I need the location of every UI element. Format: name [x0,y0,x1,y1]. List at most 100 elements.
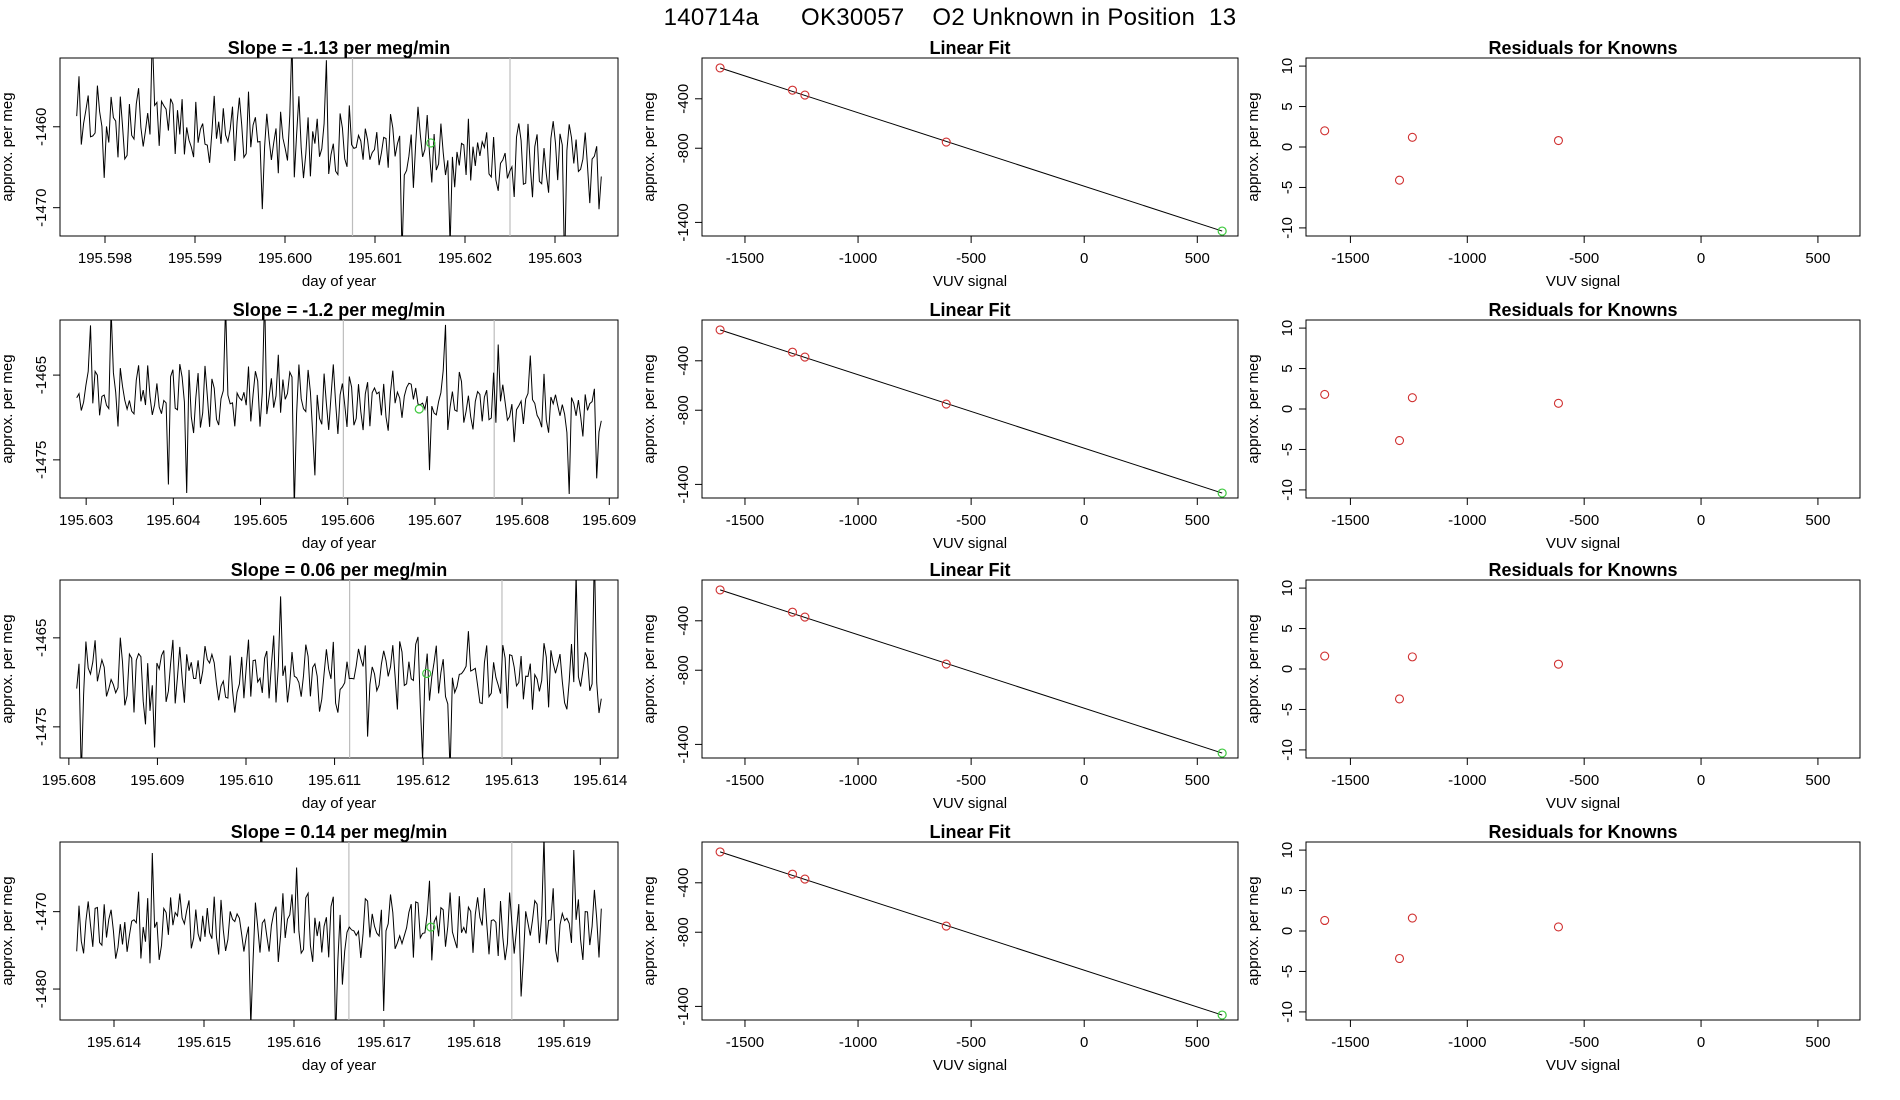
chart-panel-7: Linear Fit VUV signal approx. per meg -1500… [641,560,1239,812]
chart-panel-3: Slope = 0.06 per meg/min day of year appro… [0,560,627,812]
x-axis-label: day of year [302,535,376,552]
x-tick-label: 0 [1697,250,1705,267]
chart-panel-9: Residuals for Knowns VUV signal approx. pe… [1245,38,1861,290]
known-point [715,325,725,335]
x-tick-label: -1000 [839,250,877,267]
data-series-line [76,580,602,758]
plot-frame [701,319,1239,499]
y-tick-label: -800 [675,917,692,947]
x-axis-label: VUV signal [933,273,1007,290]
chart-title: Slope = -1.13 per meg/min [228,38,451,58]
plot-content [715,325,1227,498]
y-tick-label: -800 [675,395,692,425]
known-point [715,585,725,595]
known-point [941,921,951,931]
data-series-line [76,842,602,1020]
x-tick-label: 195.612 [396,772,450,789]
x-tick-label: 195.614 [87,1034,141,1051]
known-point [1320,126,1330,136]
y-axis-label: approx. per meg [641,354,658,463]
data-series-line [76,58,602,236]
known-point [1320,651,1330,661]
x-tick-label: -1000 [1448,772,1486,789]
y-tick-label: -1465 [33,356,50,394]
x-tick-label: -1500 [1331,250,1369,267]
chart-panel-12: Residuals for Knowns VUV signal approx. pe… [1245,822,1861,1074]
known-point [1407,393,1417,403]
x-tick-label: 500 [1185,772,1210,789]
known-point [941,659,951,669]
plot-frame [701,579,1239,759]
known-point [787,869,798,879]
x-tick-label: 195.614 [573,772,627,789]
data-series-line [76,320,602,498]
known-point [1320,915,1330,926]
x-axis-label: VUV signal [933,1057,1007,1074]
y-axis-label: approx. per meg [641,92,658,201]
y-tick-label: 10 [1279,842,1296,859]
x-tick-label: 500 [1185,1034,1210,1051]
x-tick-label: -1500 [1331,1034,1369,1051]
x-tick-label: -1500 [726,1034,764,1051]
y-tick-label: -1470 [33,892,50,930]
x-tick-label: 195.607 [408,512,462,529]
plot-content [1320,651,1564,704]
y-tick-label: -400 [675,346,692,376]
x-tick-label: 500 [1805,772,1830,789]
x-tick-label: 195.603 [59,512,113,529]
y-tick-label: -1400 [675,725,692,763]
x-tick-label: 195.615 [177,1034,231,1051]
x-axis-label: day of year [302,795,376,812]
x-tick-label: 0 [1080,772,1088,789]
y-tick-label: -800 [675,655,692,685]
y-axis-label: approx. per meg [0,876,16,985]
x-tick-label: 195.599 [168,250,222,267]
y-tick-label: -10 [1279,479,1296,501]
x-tick-label: -1000 [1448,250,1486,267]
x-tick-label: 195.617 [357,1034,411,1051]
y-tick-label: -1475 [33,441,50,479]
y-tick-label: 10 [1279,58,1296,75]
y-tick-label: -800 [675,133,692,163]
y-tick-label: -5 [1279,965,1296,978]
plot-content [1320,913,1564,964]
plot-frame [59,57,619,237]
x-tick-label: -500 [956,1034,986,1051]
x-tick-label: 195.611 [308,772,361,789]
known-point [1407,652,1417,662]
y-tick-label: -5 [1279,703,1296,716]
chart-panel-4: Slope = 0.14 per meg/min day of year appro… [0,822,619,1074]
known-point [1394,694,1405,704]
x-tick-label: 195.609 [130,772,184,789]
known-point [1320,389,1330,399]
chart-panel-10: Residuals for Knowns VUV signal approx. pe… [1245,300,1861,552]
chart-panel-8: Linear Fit VUV signal approx. per meg -1500… [641,822,1239,1074]
x-tick-label: 500 [1185,512,1210,529]
x-tick-label: 195.616 [267,1034,321,1051]
y-tick-label: -1480 [33,970,50,1008]
x-tick-label: -500 [1569,1034,1599,1051]
x-tick-label: 500 [1805,250,1830,267]
x-axis-label: day of year [302,1057,376,1074]
plot-frame [1305,841,1861,1021]
x-tick-label: -500 [956,512,986,529]
y-axis-label: approx. per meg [641,614,658,723]
plot-frame [1305,579,1861,759]
plot-content [715,585,1227,758]
x-tick-label: -1000 [839,1034,877,1051]
y-tick-label: -400 [675,84,692,114]
x-axis-label: VUV signal [933,795,1007,812]
known-point [1407,913,1417,923]
y-axis-label: approx. per meg [0,354,16,463]
x-tick-label: 195.602 [438,250,492,267]
y-tick-label: -400 [675,868,692,898]
chart-title: Residuals for Knowns [1488,38,1677,58]
known-point [800,612,810,622]
page-title: 140714a OK30057 O2 Unknown in Position 1… [663,4,1237,31]
y-tick-label: 5 [1279,364,1296,372]
x-tick-label: 500 [1185,250,1210,267]
chart-panel-2: Slope = -1.2 per meg/min day of year appro… [0,300,636,552]
x-tick-label: -1000 [1448,512,1486,529]
x-tick-label: -1000 [839,772,877,789]
y-axis-label: approx. per meg [0,614,16,723]
